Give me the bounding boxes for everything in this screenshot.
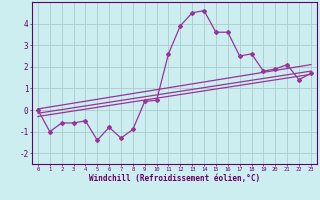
X-axis label: Windchill (Refroidissement éolien,°C): Windchill (Refroidissement éolien,°C) [89, 174, 260, 183]
